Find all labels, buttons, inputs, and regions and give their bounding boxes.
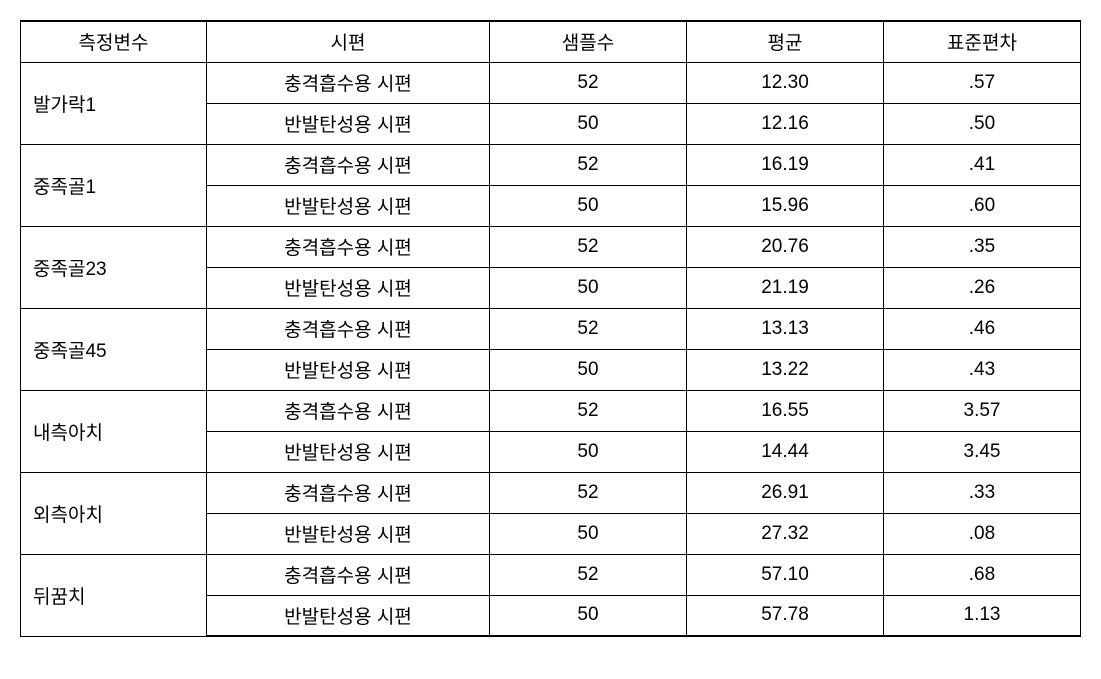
variable-cell: 발가락1 bbox=[21, 62, 207, 144]
stddev-cell: .60 bbox=[884, 185, 1081, 226]
mean-cell: 16.55 bbox=[687, 390, 884, 431]
stddev-cell: .46 bbox=[884, 308, 1081, 349]
mean-cell: 16.19 bbox=[687, 144, 884, 185]
table-row: 중족골1충격흡수용 시편5216.19.41 bbox=[21, 144, 1081, 185]
mean-cell: 57.78 bbox=[687, 595, 884, 636]
table-row: 외측아치충격흡수용 시편5226.91.33 bbox=[21, 472, 1081, 513]
header-specimen: 시편 bbox=[207, 21, 490, 62]
variable-cell: 내측아치 bbox=[21, 390, 207, 472]
sample-count-cell: 50 bbox=[490, 595, 687, 636]
stddev-cell: .33 bbox=[884, 472, 1081, 513]
variable-cell: 중족골23 bbox=[21, 226, 207, 308]
specimen-cell: 충격흡수용 시편 bbox=[207, 390, 490, 431]
specimen-cell: 충격흡수용 시편 bbox=[207, 308, 490, 349]
specimen-cell: 반발탄성용 시편 bbox=[207, 513, 490, 554]
specimen-cell: 반발탄성용 시편 bbox=[207, 103, 490, 144]
sample-count-cell: 52 bbox=[490, 390, 687, 431]
mean-cell: 12.16 bbox=[687, 103, 884, 144]
mean-cell: 15.96 bbox=[687, 185, 884, 226]
specimen-cell: 충격흡수용 시편 bbox=[207, 226, 490, 267]
stddev-cell: .57 bbox=[884, 62, 1081, 103]
stddev-cell: .50 bbox=[884, 103, 1081, 144]
mean-cell: 12.30 bbox=[687, 62, 884, 103]
header-sample-count: 샘플수 bbox=[490, 21, 687, 62]
specimen-cell: 충격흡수용 시편 bbox=[207, 472, 490, 513]
mean-cell: 27.32 bbox=[687, 513, 884, 554]
sample-count-cell: 52 bbox=[490, 226, 687, 267]
variable-cell: 중족골45 bbox=[21, 308, 207, 390]
sample-count-cell: 52 bbox=[490, 472, 687, 513]
stddev-cell: .35 bbox=[884, 226, 1081, 267]
specimen-cell: 반발탄성용 시편 bbox=[207, 431, 490, 472]
header-mean: 평균 bbox=[687, 21, 884, 62]
table-row: 중족골23충격흡수용 시편5220.76.35 bbox=[21, 226, 1081, 267]
table-row: 중족골45충격흡수용 시편5213.13.46 bbox=[21, 308, 1081, 349]
variable-cell: 뒤꿈치 bbox=[21, 554, 207, 636]
specimen-cell: 충격흡수용 시편 bbox=[207, 62, 490, 103]
header-row: 측정변수 시편 샘플수 평균 표준편차 bbox=[21, 21, 1081, 62]
variable-cell: 중족골1 bbox=[21, 144, 207, 226]
sample-count-cell: 50 bbox=[490, 267, 687, 308]
stddev-cell: 3.45 bbox=[884, 431, 1081, 472]
table-row: 내측아치충격흡수용 시편5216.553.57 bbox=[21, 390, 1081, 431]
data-table: 측정변수 시편 샘플수 평균 표준편차 발가락1충격흡수용 시편5212.30.… bbox=[20, 20, 1081, 637]
stddev-cell: .68 bbox=[884, 554, 1081, 595]
mean-cell: 13.22 bbox=[687, 349, 884, 390]
stddev-cell: 3.57 bbox=[884, 390, 1081, 431]
sample-count-cell: 52 bbox=[490, 554, 687, 595]
mean-cell: 14.44 bbox=[687, 431, 884, 472]
mean-cell: 20.76 bbox=[687, 226, 884, 267]
specimen-cell: 충격흡수용 시편 bbox=[207, 144, 490, 185]
table-row: 발가락1충격흡수용 시편5212.30.57 bbox=[21, 62, 1081, 103]
stddev-cell: .41 bbox=[884, 144, 1081, 185]
variable-cell: 외측아치 bbox=[21, 472, 207, 554]
mean-cell: 21.19 bbox=[687, 267, 884, 308]
header-stddev: 표준편차 bbox=[884, 21, 1081, 62]
sample-count-cell: 50 bbox=[490, 513, 687, 554]
sample-count-cell: 52 bbox=[490, 62, 687, 103]
mean-cell: 57.10 bbox=[687, 554, 884, 595]
table-body: 발가락1충격흡수용 시편5212.30.57반발탄성용 시편5012.16.50… bbox=[21, 62, 1081, 636]
table-row: 뒤꿈치충격흡수용 시편5257.10.68 bbox=[21, 554, 1081, 595]
stddev-cell: .08 bbox=[884, 513, 1081, 554]
sample-count-cell: 50 bbox=[490, 103, 687, 144]
stddev-cell: .43 bbox=[884, 349, 1081, 390]
specimen-cell: 반발탄성용 시편 bbox=[207, 349, 490, 390]
sample-count-cell: 52 bbox=[490, 308, 687, 349]
specimen-cell: 충격흡수용 시편 bbox=[207, 554, 490, 595]
stddev-cell: .26 bbox=[884, 267, 1081, 308]
mean-cell: 13.13 bbox=[687, 308, 884, 349]
mean-cell: 26.91 bbox=[687, 472, 884, 513]
sample-count-cell: 50 bbox=[490, 349, 687, 390]
sample-count-cell: 52 bbox=[490, 144, 687, 185]
specimen-cell: 반발탄성용 시편 bbox=[207, 595, 490, 636]
sample-count-cell: 50 bbox=[490, 431, 687, 472]
header-variable: 측정변수 bbox=[21, 21, 207, 62]
specimen-cell: 반발탄성용 시편 bbox=[207, 267, 490, 308]
sample-count-cell: 50 bbox=[490, 185, 687, 226]
specimen-cell: 반발탄성용 시편 bbox=[207, 185, 490, 226]
stddev-cell: 1.13 bbox=[884, 595, 1081, 636]
